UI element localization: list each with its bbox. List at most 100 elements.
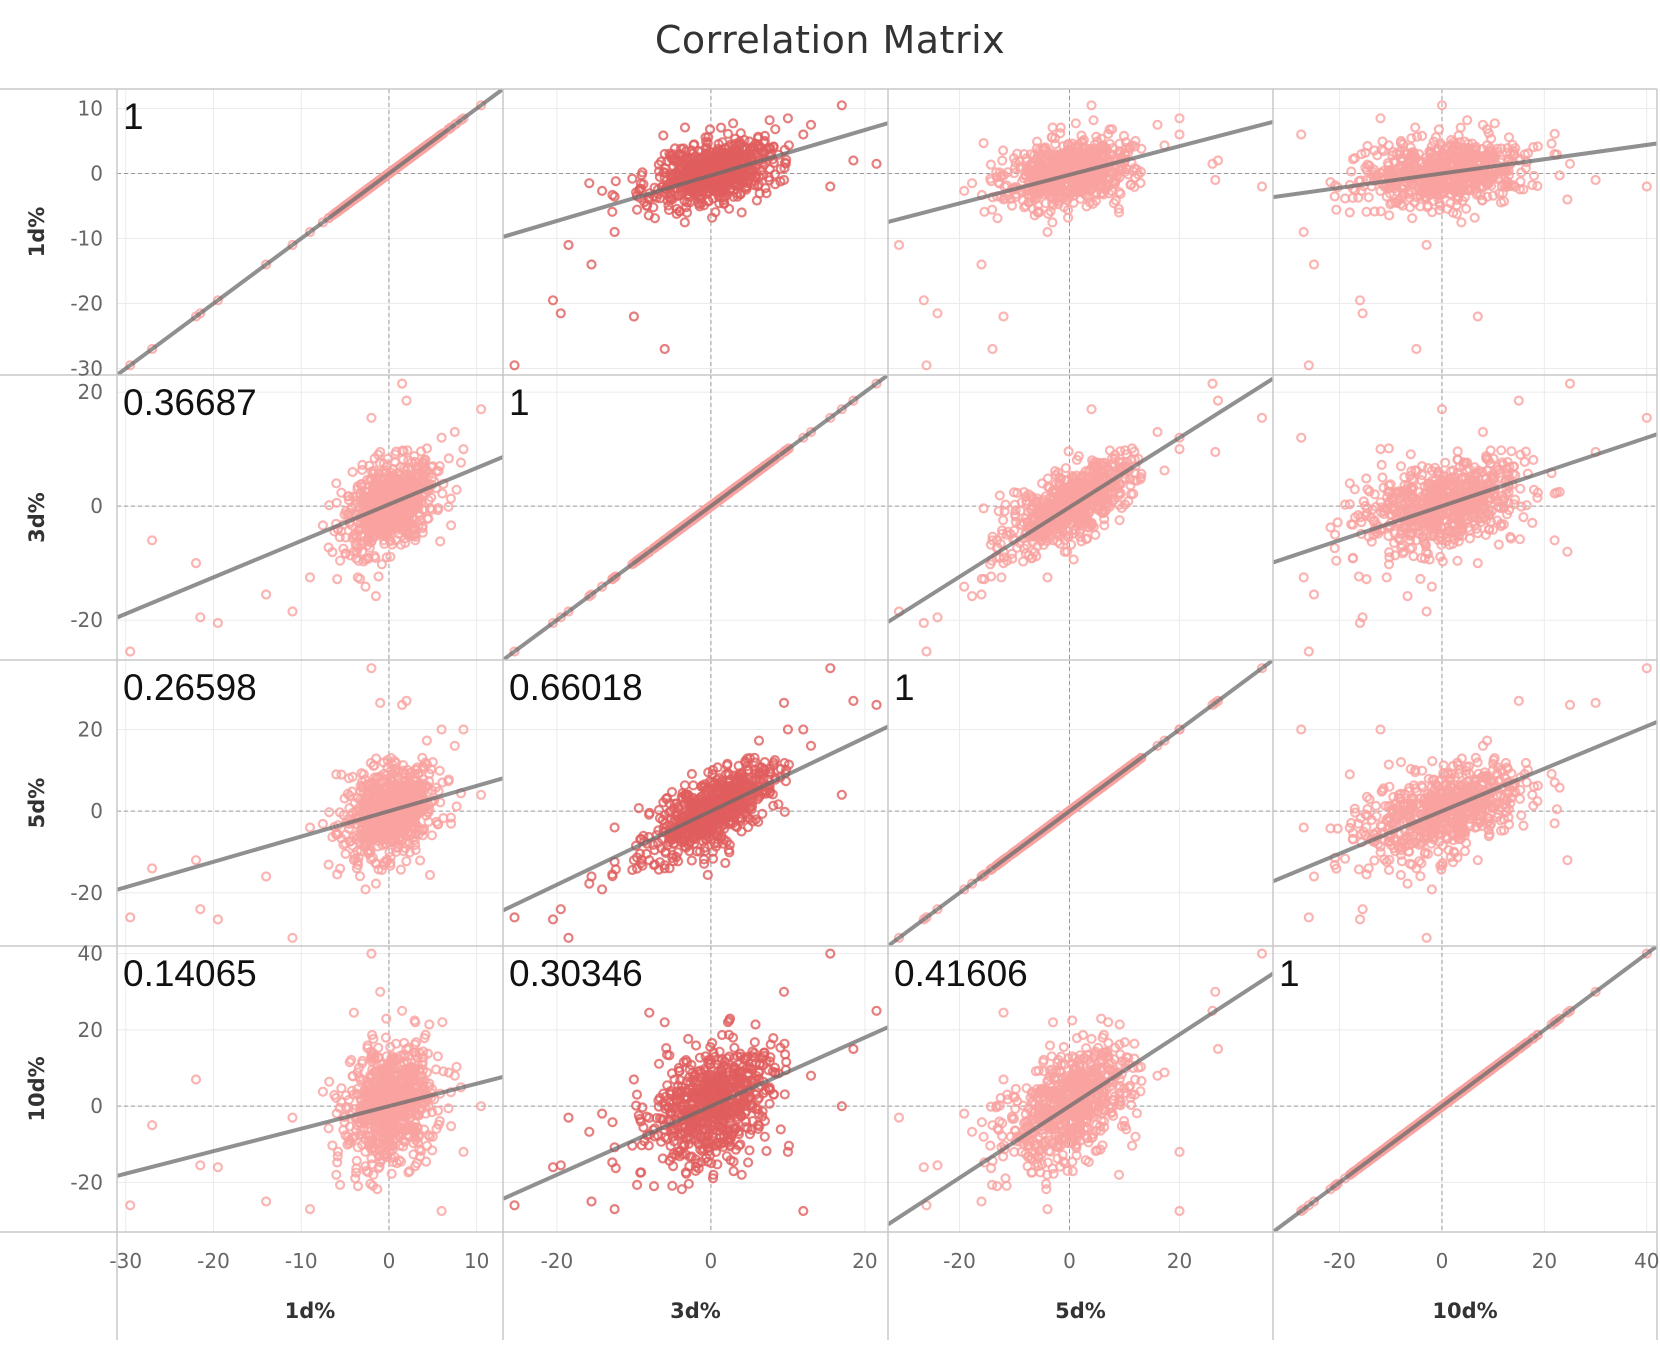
data-point	[125, 360, 136, 371]
data-point	[363, 552, 374, 563]
data-point	[1375, 206, 1386, 217]
data-point	[728, 191, 739, 202]
data-point	[1303, 360, 1314, 371]
data-point	[1436, 100, 1448, 111]
data-point	[635, 183, 647, 194]
data-point	[744, 136, 755, 147]
data-point	[1069, 151, 1081, 162]
data-point	[401, 395, 412, 406]
data-point	[1489, 118, 1500, 129]
data-point	[848, 395, 859, 406]
data-point	[653, 159, 664, 170]
data-point	[1059, 546, 1070, 558]
data-point	[1070, 118, 1081, 129]
data-point	[1081, 201, 1092, 212]
data-point	[1418, 186, 1429, 197]
data-point	[679, 217, 690, 228]
data-point	[1114, 149, 1125, 160]
data-point	[1546, 138, 1557, 149]
data-point	[353, 525, 365, 537]
data-point	[1325, 177, 1336, 188]
data-point	[410, 535, 421, 546]
data-point	[1442, 174, 1454, 185]
data-point	[366, 412, 377, 423]
data-point	[317, 520, 328, 531]
data-point	[1054, 165, 1065, 176]
data-point	[706, 212, 718, 223]
data-point	[1455, 122, 1466, 133]
data-point	[388, 470, 399, 481]
correlation-label: 1	[509, 382, 530, 423]
data-point	[1068, 187, 1079, 198]
data-point	[384, 525, 395, 536]
data-point	[764, 115, 775, 126]
data-point	[782, 444, 794, 455]
trend-line	[1273, 141, 1657, 200]
data-point	[768, 142, 779, 153]
data-point	[1384, 210, 1395, 221]
data-point	[451, 484, 462, 495]
data-point	[966, 178, 978, 189]
data-point	[1467, 145, 1478, 156]
data-point	[476, 100, 487, 111]
data-point	[1460, 203, 1472, 214]
data-point	[1018, 149, 1030, 160]
data-point	[449, 119, 460, 130]
data-point	[921, 360, 932, 371]
data-point	[607, 206, 618, 217]
data-point	[675, 143, 687, 154]
data-point	[1505, 148, 1516, 159]
data-point	[1030, 495, 1042, 506]
data-point	[353, 555, 364, 566]
data-point	[695, 152, 706, 163]
data-point	[1079, 159, 1091, 170]
data-point	[1159, 465, 1170, 476]
data-point	[357, 459, 368, 470]
data-point	[1411, 131, 1423, 142]
data-point	[627, 173, 638, 184]
data-point	[1174, 129, 1185, 140]
data-point	[547, 295, 559, 306]
data-point	[666, 529, 678, 541]
data-point	[368, 497, 379, 508]
cell-3d%-vs-3d%: 1	[503, 375, 888, 660]
data-point	[1126, 443, 1138, 454]
data-point	[1407, 213, 1418, 224]
data-point	[759, 130, 771, 141]
data-point	[1091, 189, 1102, 200]
data-point	[1421, 239, 1432, 251]
data-point	[736, 207, 747, 218]
data-point	[1410, 122, 1421, 133]
cell-3d%-vs-1d%: 0.36687	[117, 375, 503, 660]
data-point	[437, 488, 448, 499]
data-point	[359, 535, 370, 547]
data-point	[596, 185, 608, 196]
data-point	[996, 572, 1007, 583]
point-group	[1296, 100, 1652, 371]
data-point	[372, 520, 384, 531]
data-point	[1008, 487, 1020, 498]
data-point	[1357, 308, 1368, 319]
data-point	[417, 464, 428, 475]
data-point	[689, 157, 700, 168]
data-point	[985, 176, 997, 187]
data-point	[805, 119, 817, 130]
data-point	[609, 572, 620, 583]
data-point	[1130, 135, 1141, 147]
data-point	[1369, 206, 1380, 217]
data-point	[1375, 113, 1386, 124]
data-point	[987, 343, 998, 355]
data-point	[932, 308, 943, 319]
data-point	[415, 515, 426, 526]
data-point	[779, 163, 790, 174]
data-point	[338, 543, 349, 554]
data-point	[427, 472, 438, 483]
data-point	[959, 185, 970, 196]
data-point	[324, 500, 335, 511]
data-point	[1442, 154, 1453, 165]
data-point	[476, 404, 487, 415]
data-point	[1212, 155, 1224, 166]
data-point	[212, 295, 223, 306]
data-point	[690, 185, 702, 196]
data-point	[190, 557, 202, 569]
